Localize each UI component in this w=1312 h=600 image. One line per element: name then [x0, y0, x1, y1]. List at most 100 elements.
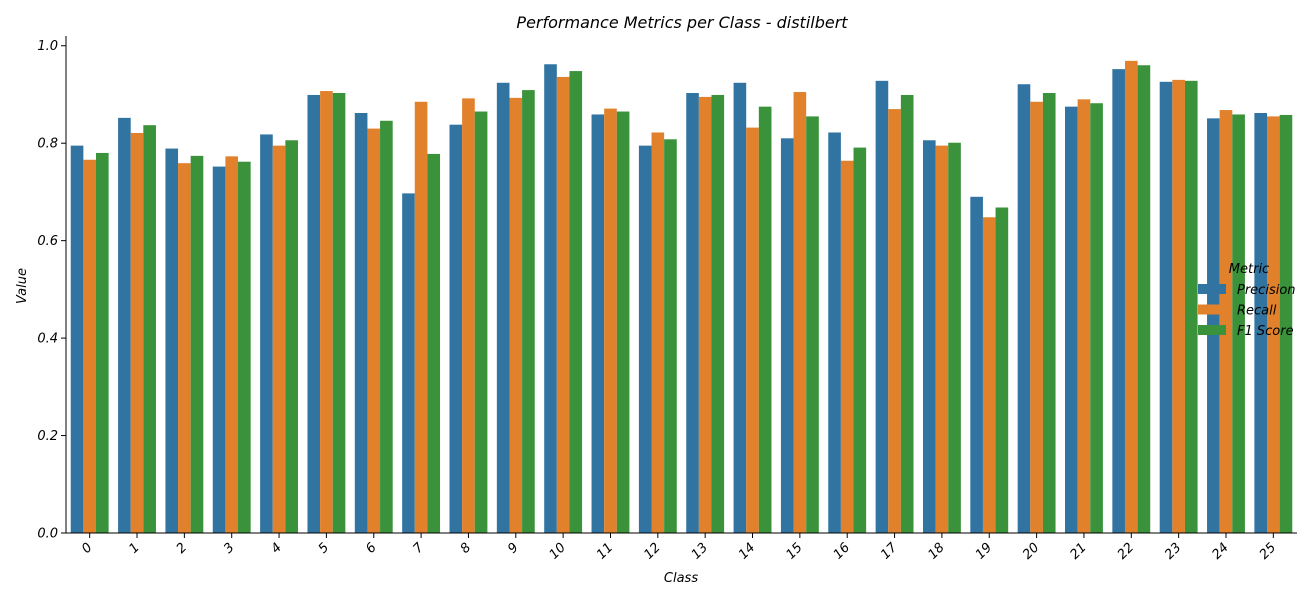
bar-recall-class-2 — [178, 163, 191, 534]
bar-precision-class-20 — [1017, 84, 1031, 534]
bar-precision-class-3 — [212, 166, 226, 533]
bar-precision-class-6 — [354, 112, 368, 534]
bar-f1-score-class-15 — [806, 116, 819, 534]
x-tick-label: 4 — [268, 540, 284, 556]
x-tick-label: 8 — [458, 540, 474, 556]
bar-f1-score-class-14 — [758, 106, 772, 534]
x-tick-label: 10 — [547, 540, 569, 562]
bar-recall-class-14 — [746, 127, 759, 533]
bar-precision-class-19 — [970, 196, 983, 534]
legend: Metric Precision Recall F1 Score — [1198, 262, 1296, 339]
bar-f1-score-class-5 — [332, 93, 346, 533]
bar-precision-class-1 — [118, 117, 131, 534]
bar-f1-score-class-10 — [569, 71, 583, 533]
bar-precision-class-7 — [402, 193, 415, 533]
bar-f1-score-class-12 — [664, 139, 677, 534]
bar-recall-class-16 — [840, 160, 854, 534]
x-tick-label: 22 — [1115, 540, 1137, 562]
x-tick-label: 18 — [925, 540, 947, 562]
bar-f1-score-class-22 — [1137, 65, 1151, 534]
bar-f1-score-class-0 — [95, 152, 109, 533]
x-tick-label: 25 — [1257, 540, 1279, 562]
bar-precision-class-12 — [638, 145, 652, 533]
bar-recall-class-8 — [462, 98, 475, 534]
bar-f1-score-class-13 — [711, 94, 725, 534]
bar-recall-class-17 — [888, 109, 901, 533]
legend-label-recall: Recall — [1237, 304, 1277, 319]
legend-swatch-recall — [1198, 304, 1226, 315]
bar-recall-class-3 — [225, 156, 239, 533]
bar-precision-class-16 — [828, 132, 841, 534]
legend-label-f1-score: F1 Score — [1237, 324, 1294, 339]
bar-f1-score-class-21 — [1090, 103, 1103, 534]
x-tick-label: 6 — [363, 540, 379, 556]
bar-recall-class-0 — [83, 159, 96, 533]
bar-precision-class-21 — [1065, 106, 1078, 534]
bar-recall-class-19 — [982, 217, 996, 533]
bar-recall-class-9 — [509, 97, 523, 533]
bar-f1-score-class-17 — [900, 94, 914, 534]
x-tick-label: 15 — [783, 540, 805, 562]
bar-f1-score-class-4 — [285, 140, 298, 533]
bar-precision-class-23 — [1159, 81, 1173, 534]
bar-recall-class-11 — [604, 108, 617, 533]
legend-title: Metric — [1229, 262, 1269, 277]
bar-f1-score-class-7 — [427, 153, 441, 534]
x-tick-label: 11 — [594, 540, 616, 562]
x-tick-label: 14 — [736, 540, 758, 562]
bar-f1-score-class-1 — [143, 125, 156, 534]
bar-recall-class-15 — [793, 92, 807, 533]
bar-recall-class-24 — [1219, 110, 1233, 533]
bar-f1-score-class-19 — [995, 207, 1009, 533]
x-tick-label: 23 — [1162, 540, 1184, 562]
x-axis-label: Class — [664, 571, 698, 586]
y-tick-label: 0.8 — [37, 137, 58, 152]
y-tick-label: 1.0 — [37, 39, 58, 54]
bar-f1-score-class-11 — [616, 111, 630, 534]
bar-precision-class-5 — [307, 94, 321, 534]
bar-f1-score-class-8 — [474, 111, 488, 534]
bar-f1-score-class-18 — [948, 142, 961, 533]
bar-f1-score-class-20 — [1042, 93, 1056, 533]
bar-precision-class-10 — [544, 64, 557, 533]
y-axis-ticks: 0.0 0.2 0.4 0.6 0.8 1.0 — [37, 39, 66, 542]
bar-recall-class-20 — [1030, 101, 1043, 533]
bar-recall-class-23 — [1172, 79, 1185, 533]
x-tick-label: 2 — [174, 540, 190, 556]
bar-recall-class-10 — [556, 76, 570, 534]
bar-precision-class-17 — [875, 80, 889, 533]
x-tick-label: 1 — [126, 540, 142, 556]
bar-recall-class-6 — [367, 128, 381, 533]
x-tick-label: 21 — [1067, 540, 1089, 562]
bar-precision-class-13 — [686, 93, 699, 533]
bar-f1-score-class-3 — [238, 161, 251, 533]
x-tick-label: 9 — [505, 540, 521, 556]
bar-f1-score-class-23 — [1184, 80, 1198, 533]
bar-recall-class-12 — [651, 132, 665, 534]
bar-precision-class-14 — [733, 82, 747, 533]
y-tick-label: 0.0 — [37, 527, 58, 542]
bar-precision-class-8 — [449, 124, 463, 534]
bar-precision-class-18 — [922, 140, 936, 533]
x-tick-label: 3 — [221, 540, 237, 556]
legend-swatch-f1-score — [1198, 325, 1226, 335]
x-tick-label: 7 — [410, 540, 427, 557]
bar-recall-class-25 — [1267, 116, 1280, 534]
bar-precision-class-0 — [70, 145, 84, 533]
bar-recall-class-5 — [320, 91, 333, 533]
y-tick-label: 0.2 — [37, 429, 58, 444]
bar-recall-class-7 — [414, 101, 428, 533]
chart-title: Performance Metrics per Class - distilbe… — [516, 13, 848, 32]
bar-f1-score-class-16 — [853, 147, 867, 533]
legend-swatch-precision — [1198, 284, 1226, 294]
bar-recall-class-4 — [272, 145, 286, 533]
bar-precision-class-4 — [260, 134, 273, 533]
x-tick-label: 24 — [1210, 540, 1232, 562]
x-tick-label: 16 — [831, 540, 853, 562]
y-axis-label: Value — [15, 268, 30, 304]
bar-precision-class-2 — [165, 148, 179, 533]
bar-f1-score-class-2 — [190, 155, 204, 534]
bar-precision-class-11 — [591, 114, 605, 533]
x-axis-ticks: 0 1 2 3 4 5 6 7 8 9 10 11 12 13 14 15 16 17 18 19 20 21 22 23 24… — [79, 533, 1279, 563]
